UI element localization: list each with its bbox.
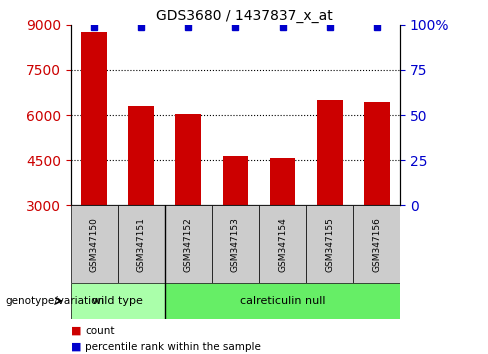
Bar: [81, 32, 107, 205]
Bar: [212, 205, 259, 283]
Text: ■: ■: [71, 342, 81, 352]
Text: GSM347154: GSM347154: [278, 217, 287, 272]
Bar: [306, 205, 353, 283]
Text: calreticulin null: calreticulin null: [240, 296, 325, 306]
Bar: [176, 114, 202, 205]
Text: GSM347156: GSM347156: [372, 217, 381, 272]
Bar: [165, 283, 400, 319]
Bar: [118, 205, 165, 283]
Bar: [259, 205, 306, 283]
Text: percentile rank within the sample: percentile rank within the sample: [85, 342, 261, 352]
Bar: [71, 283, 165, 319]
Bar: [223, 156, 248, 205]
Text: genotype/variation: genotype/variation: [5, 296, 104, 306]
Text: GDS3680 / 1437837_x_at: GDS3680 / 1437837_x_at: [156, 9, 332, 23]
Bar: [165, 205, 212, 283]
Text: GSM347155: GSM347155: [325, 217, 334, 272]
Text: GSM347153: GSM347153: [231, 217, 240, 272]
Text: GSM347152: GSM347152: [184, 217, 193, 272]
Bar: [353, 205, 400, 283]
Bar: [364, 102, 389, 205]
Bar: [128, 106, 154, 205]
Text: wild type: wild type: [92, 296, 143, 306]
Text: ■: ■: [71, 326, 81, 336]
Text: GSM347150: GSM347150: [90, 217, 99, 272]
Bar: [317, 100, 343, 205]
Bar: [71, 205, 118, 283]
Bar: [269, 158, 295, 205]
Text: count: count: [85, 326, 115, 336]
Text: GSM347151: GSM347151: [137, 217, 146, 272]
